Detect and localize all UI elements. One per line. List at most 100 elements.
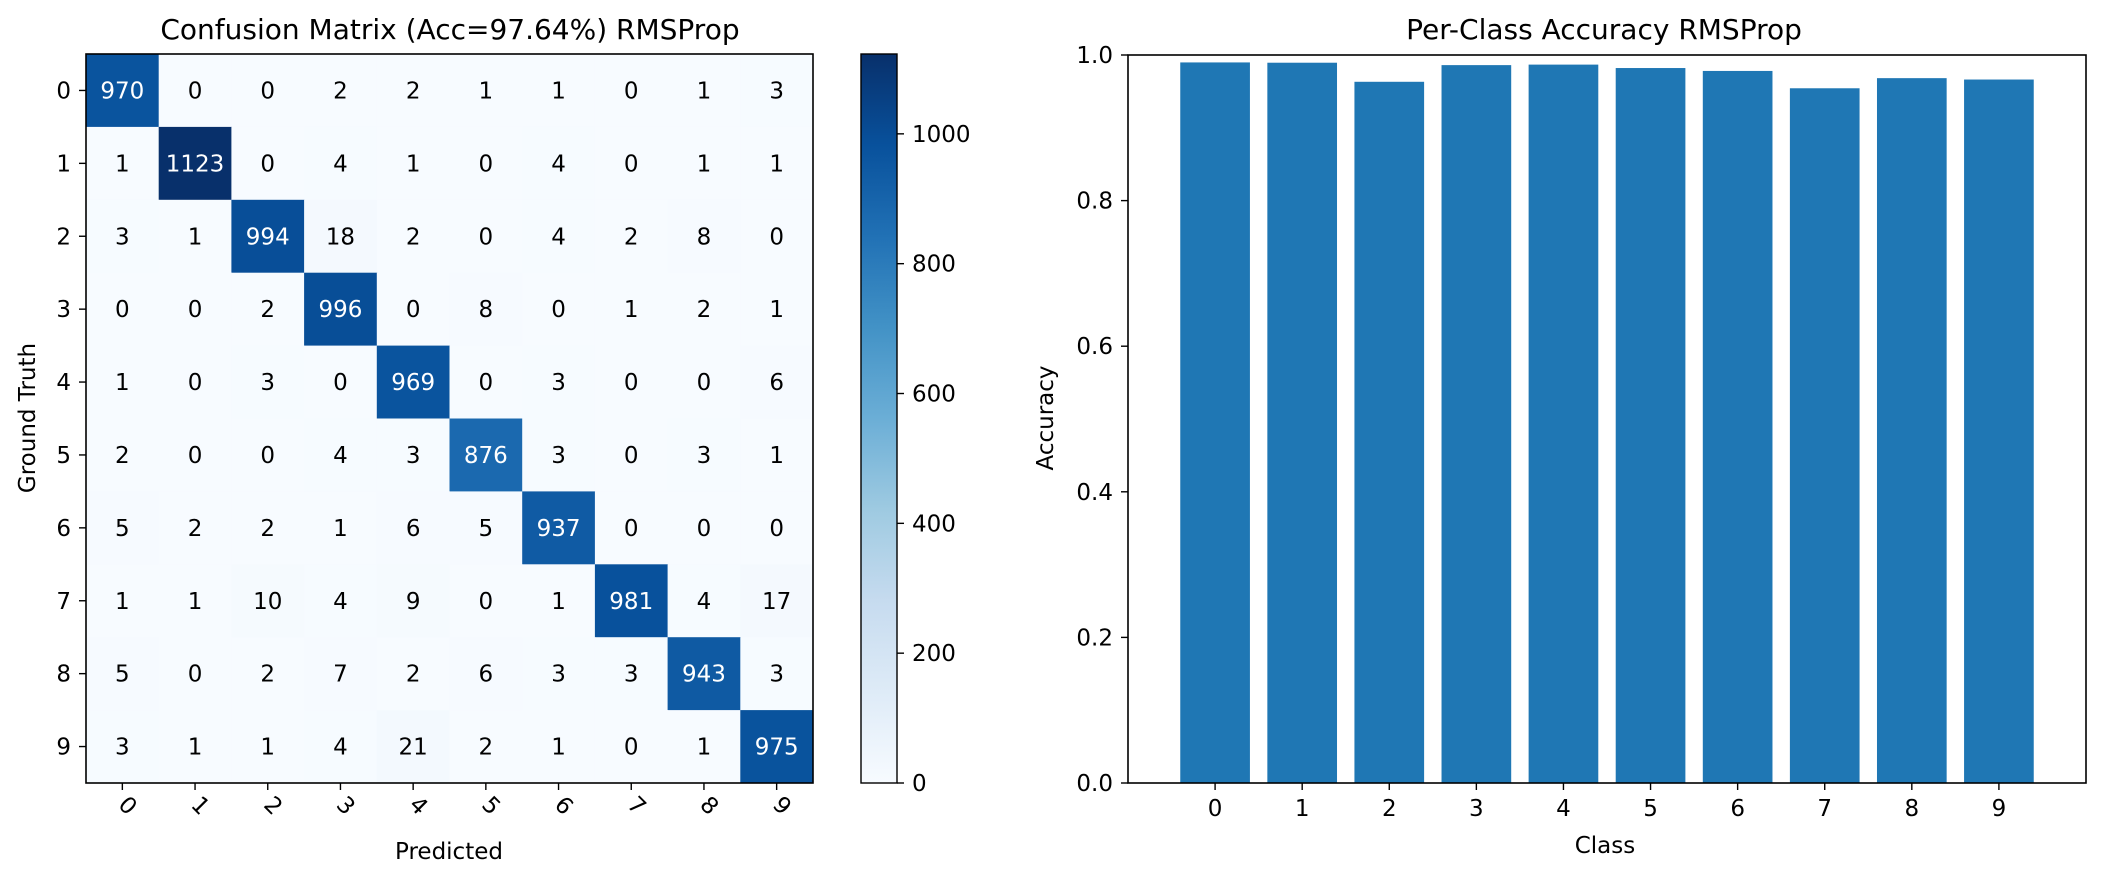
- cm-cell: [376, 564, 450, 638]
- cm-cell-value: 2: [260, 662, 275, 688]
- cm-y-tick-label: 7: [56, 589, 71, 615]
- bar-x-tick-label: 7: [1817, 796, 1832, 822]
- bar-x-tick-label: 6: [1730, 796, 1745, 822]
- cm-cell-value: 5: [115, 662, 130, 688]
- cm-cell: [376, 637, 450, 711]
- cm-cell: [740, 126, 814, 201]
- cm-cell-value: 0: [115, 297, 130, 323]
- cm-cell: [740, 564, 814, 638]
- cm-x-tick-label: 1: [186, 792, 215, 821]
- cm-cell: [231, 54, 305, 128]
- cm-cell-value: 994: [246, 224, 290, 250]
- cm-cell-value: 943: [682, 662, 726, 688]
- cm-cell: [86, 54, 160, 128]
- bar-y-tick-label: 0.2: [1076, 625, 1113, 651]
- cm-cell-value: 1: [769, 151, 784, 177]
- cm-cell-value: 4: [333, 589, 348, 615]
- bar-x-tick-label: 1: [1295, 796, 1310, 822]
- cm-cell: [304, 418, 378, 492]
- cm-cell-value: 3: [769, 78, 784, 104]
- cm-cell-value: 0: [551, 297, 566, 323]
- cm-cell: [86, 126, 160, 201]
- confusion-matrix-chart: Confusion Matrix (Acc=97.64%) RMSProp 97…: [15, 13, 814, 865]
- cm-cell-value: 18: [326, 224, 355, 250]
- cm-cell: [86, 199, 160, 274]
- cm-cell-value: 4: [551, 224, 566, 250]
- cm-cell: [376, 491, 450, 565]
- cm-cells: 970 0 0 2 2 1 1 0 1 31 1123 0 4 1 0 4 0 1 13 1 994 18 2 0 4 2 8 00 0…: [86, 54, 814, 784]
- cm-cell-value: 0: [406, 297, 421, 323]
- colorbar: 0 200 400 600 800 1000: [860, 53, 971, 797]
- cm-cell: [158, 491, 232, 565]
- accuracy-bar: [1964, 79, 2034, 784]
- bar-y-tick-label: 0.4: [1076, 480, 1113, 506]
- cm-cell: [594, 491, 669, 565]
- cm-cell: [522, 126, 596, 201]
- cm-cell-value: 1: [188, 735, 203, 761]
- cm-cell-value: 0: [479, 151, 494, 177]
- cm-cell-value: 2: [624, 224, 639, 250]
- cm-cell-value: 3: [406, 443, 421, 469]
- cm-cell-value: 3: [769, 662, 784, 688]
- cm-cell-value: 0: [697, 516, 712, 542]
- cm-cell: [86, 345, 160, 419]
- cm-cell-value: 7: [333, 662, 348, 688]
- cm-cell: [740, 710, 814, 784]
- cm-cell-value: 1: [769, 297, 784, 323]
- cm-y-ticks: 0 1 2 3 4 5 6 7 8 9: [56, 78, 86, 761]
- cm-cell: [231, 345, 305, 419]
- cm-cell-value: 1: [769, 443, 784, 469]
- cm-y-tick-label: 6: [56, 516, 71, 542]
- cm-cell: [158, 199, 232, 274]
- cm-cell: [376, 126, 450, 201]
- cm-cell: [231, 491, 305, 565]
- cm-y-tick-label: 0: [56, 78, 71, 104]
- cm-x-tick-label: 8: [695, 792, 724, 821]
- bar-y-tick-label: 0.0: [1076, 771, 1113, 797]
- cm-cell: [740, 491, 814, 565]
- cm-cell: [667, 54, 741, 128]
- cm-cell-value: 0: [260, 443, 275, 469]
- bar-series: [1180, 62, 2034, 784]
- cm-cell-value: 0: [479, 370, 494, 396]
- cm-cell-value: 9: [406, 589, 421, 615]
- cm-cell: [231, 418, 305, 492]
- cm-y-tick-label: 3: [56, 297, 71, 323]
- cm-cell-value: 0: [624, 735, 639, 761]
- cm-cell: [740, 637, 814, 711]
- cm-cell: [667, 710, 741, 784]
- cm-cell-value: 996: [318, 297, 362, 323]
- cm-cell: [158, 637, 232, 711]
- cm-x-tick-label: 4: [404, 792, 433, 821]
- cm-cell: [304, 345, 378, 419]
- bar-x-axis-label: Class: [1575, 833, 1636, 859]
- cm-x-ticks: 0 1 2 3 4 5 6 7 8 9: [113, 783, 796, 820]
- cm-cell: [304, 637, 378, 711]
- cm-cell-value: 0: [333, 370, 348, 396]
- cm-cell: [86, 564, 160, 638]
- cm-cell: [86, 710, 160, 784]
- colorbar-ticks: 0 200 400 600 800 1000: [897, 122, 971, 797]
- cm-cell-value: 1: [333, 516, 348, 542]
- cm-cell: [594, 564, 669, 638]
- cm-cell: [86, 637, 160, 711]
- cm-cell-value: 1: [551, 589, 566, 615]
- cm-cell: [667, 637, 741, 711]
- cm-cell-value: 0: [479, 224, 494, 250]
- cm-cell-value: 10: [253, 589, 282, 615]
- cm-cell: [449, 272, 523, 347]
- cm-cell: [231, 710, 305, 784]
- cm-cell: [522, 491, 596, 565]
- cm-cell-value: 0: [624, 370, 639, 396]
- cm-cell-value: 2: [406, 662, 421, 688]
- cm-cell: [231, 272, 305, 347]
- colorbar-gradient: [860, 53, 898, 784]
- cm-cell-value: 17: [762, 589, 791, 615]
- bar-axes-frame: [1127, 54, 2087, 784]
- cm-cell-value: 3: [624, 662, 639, 688]
- cm-x-tick-label: 7: [622, 792, 651, 821]
- cm-cell-value: 970: [100, 78, 144, 104]
- cm-y-tick-label: 1: [56, 151, 71, 177]
- cm-cell-value: 2: [260, 297, 275, 323]
